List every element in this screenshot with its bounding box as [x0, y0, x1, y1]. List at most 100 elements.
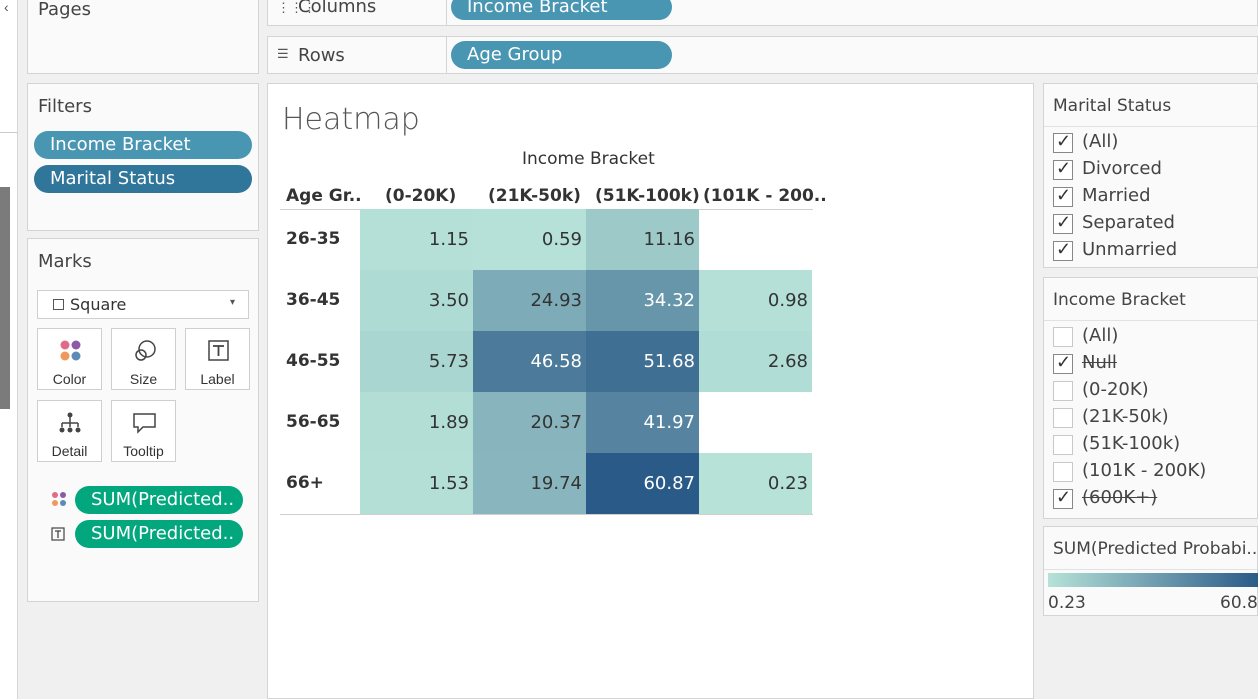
heatmap-cell[interactable]: 46.58	[473, 331, 586, 392]
filter-item-label[interactable]: (All)	[1082, 325, 1119, 346]
marital-status-filter-card: Marital Status (All) Divorced Married Separ…	[1043, 83, 1258, 268]
filter-item-label[interactable]: Divorced	[1082, 158, 1162, 179]
color-dots-icon	[60, 340, 81, 361]
filter-checkbox[interactable]	[1053, 212, 1073, 234]
heatmap-cell[interactable]: 5.73	[360, 331, 473, 392]
heatmap-cell[interactable]: 1.53	[360, 453, 473, 514]
filter-checkbox[interactable]	[1053, 487, 1073, 509]
rows-shelf-label: Rows	[298, 45, 345, 66]
filter-item-label[interactable]: (101K - 200K)	[1082, 460, 1207, 481]
heatmap-cell[interactable]: 19.74	[473, 453, 586, 514]
pages-title: Pages	[38, 0, 91, 20]
filter-checkbox[interactable]	[1053, 408, 1073, 428]
pages-card: Pages	[27, 0, 259, 74]
filter-item-label[interactable]: (0-20K)	[1082, 379, 1149, 400]
legend-max-label: 60.8	[1220, 593, 1258, 613]
filter-pill-marital-status[interactable]: Marital Status	[34, 165, 252, 193]
rows-icon: ☰	[277, 46, 289, 61]
column-label: (51K-100k)	[595, 186, 700, 206]
filter-item-label[interactable]: Unmarried	[1082, 239, 1178, 260]
filter-pill-income-bracket[interactable]: Income Bracket	[34, 131, 252, 159]
color-button[interactable]: Color	[37, 328, 102, 390]
filter-checkbox[interactable]	[1053, 327, 1073, 347]
divider	[1044, 569, 1257, 570]
filter-checkbox[interactable]	[1053, 435, 1073, 455]
column-label: (21K-50k)	[488, 186, 581, 206]
filters-title: Filters	[38, 96, 92, 117]
divider	[1044, 126, 1257, 127]
divider	[446, 0, 447, 25]
filter-item-label[interactable]: Separated	[1082, 212, 1175, 233]
divider	[1044, 320, 1257, 321]
heatmap-cell[interactable]: 60.87	[586, 453, 699, 514]
column-header-title: Income Bracket	[522, 149, 655, 169]
label-icon	[208, 340, 229, 361]
columns-pill-income-bracket[interactable]: Income Bracket	[451, 0, 672, 20]
heatmap-cell[interactable]: 1.89	[360, 392, 473, 453]
columns-shelf: ⋮⋮⋮ Columns Income Bracket	[267, 0, 1258, 26]
viz-title: Heatmap	[282, 102, 420, 137]
heatmap-view: Heatmap Income Bracket Age Gr.. (0-20K) …	[267, 83, 1034, 699]
filter-checkbox[interactable]	[1053, 381, 1073, 401]
filter-checkbox[interactable]	[1053, 352, 1073, 374]
row-label: 66+	[286, 473, 324, 493]
chevron-left-icon[interactable]: ‹	[4, 0, 9, 15]
label-icon	[51, 527, 65, 541]
tooltip-button-label: Tooltip	[123, 443, 164, 459]
filter-item-label[interactable]: Null	[1082, 352, 1117, 373]
mark-type-label: Square	[70, 295, 127, 314]
row-label: 36-45	[286, 290, 341, 310]
filter-checkbox[interactable]	[1053, 239, 1073, 261]
heatmap-cell[interactable]: 0.98	[699, 270, 812, 331]
income-bracket-filter-title: Income Bracket	[1053, 290, 1186, 310]
heatmap-cell[interactable]: 20.37	[473, 392, 586, 453]
size-icon	[135, 340, 156, 361]
rows-pill-age-group[interactable]: Age Group	[451, 41, 672, 69]
mark-type-dropdown[interactable]: Square ▾	[37, 290, 249, 319]
marital-status-filter-title: Marital Status	[1053, 96, 1172, 116]
columns-icon: ⋮⋮⋮	[277, 0, 316, 15]
legend-title: SUM(Predicted Probabi..	[1053, 539, 1258, 559]
heatmap-cell[interactable]: 0.23	[699, 453, 812, 514]
scrollbar[interactable]	[0, 187, 10, 409]
row-header-title: Age Gr..	[286, 186, 362, 206]
heatmap-cell[interactable]: 11.16	[586, 209, 699, 270]
heatmap-cell[interactable]	[699, 392, 812, 453]
row-label: 26-35	[286, 229, 341, 249]
heatmap-cell[interactable]: 24.93	[473, 270, 586, 331]
filter-checkbox[interactable]	[1053, 185, 1073, 207]
color-legend-card: SUM(Predicted Probabi.. 0.23 60.8	[1043, 526, 1258, 616]
marks-label-field-pill[interactable]: SUM(Predicted..	[75, 520, 243, 548]
filter-item-label[interactable]: (600K+)	[1082, 487, 1158, 508]
heatmap-cell[interactable]	[699, 209, 812, 270]
filter-item-label[interactable]: (All)	[1082, 131, 1119, 152]
column-label: (0-20K)	[385, 186, 457, 206]
chevron-down-icon: ▾	[230, 297, 236, 308]
divider	[0, 132, 18, 133]
heatmap-cell[interactable]: 0.59	[473, 209, 586, 270]
heatmap-cell[interactable]: 3.50	[360, 270, 473, 331]
detail-button-label: Detail	[51, 443, 88, 459]
heatmap-cell[interactable]: 34.32	[586, 270, 699, 331]
heatmap-cell[interactable]: 51.68	[586, 331, 699, 392]
filter-item-label[interactable]: Married	[1082, 185, 1151, 206]
heatmap-cell[interactable]: 2.68	[699, 331, 812, 392]
filter-checkbox[interactable]	[1053, 131, 1073, 153]
marks-title: Marks	[38, 251, 92, 272]
size-button[interactable]: Size	[111, 328, 176, 390]
filter-checkbox[interactable]	[1053, 462, 1073, 482]
filter-item-label[interactable]: (21K-50k)	[1082, 406, 1169, 427]
heatmap-cell[interactable]: 1.15	[360, 209, 473, 270]
marks-card: Marks Square ▾ Color Size Label Detail	[27, 238, 259, 602]
left-edge-strip: ‹	[0, 0, 18, 699]
square-mark-icon	[53, 299, 64, 310]
marks-color-field-pill[interactable]: SUM(Predicted..	[75, 486, 243, 514]
detail-button[interactable]: Detail	[37, 400, 102, 462]
tooltip-icon	[133, 413, 156, 434]
filter-item-label[interactable]: (51K-100k)	[1082, 433, 1181, 454]
tooltip-button[interactable]: Tooltip	[111, 400, 176, 462]
divider	[446, 37, 447, 73]
label-button[interactable]: Label	[185, 328, 250, 390]
filter-checkbox[interactable]	[1053, 158, 1073, 180]
heatmap-cell[interactable]: 41.97	[586, 392, 699, 453]
